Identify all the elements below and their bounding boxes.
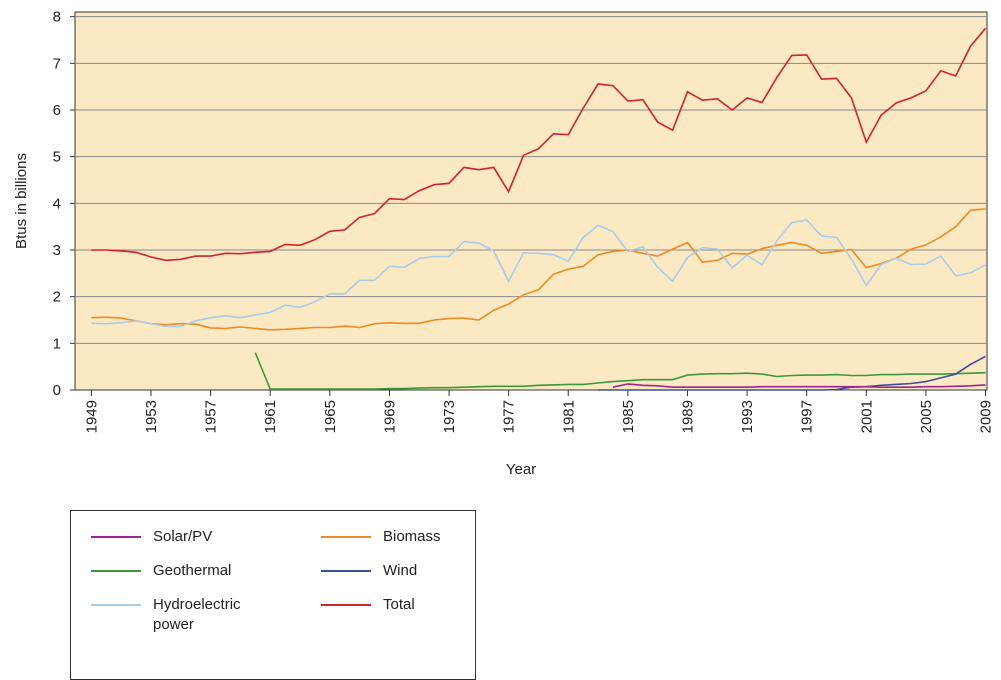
legend-swatch (91, 536, 141, 538)
legend-swatch (321, 536, 371, 538)
y-tick-label: 4 (53, 195, 61, 212)
x-tick-label: 1961 (262, 400, 279, 433)
x-tick-label: 1981 (560, 400, 577, 433)
x-tick-label: 1977 (501, 400, 518, 433)
legend-swatch (91, 570, 141, 572)
x-tick-label: 2005 (918, 400, 935, 433)
series-line (612, 383, 986, 388)
legend-item: Solar/PV (91, 527, 321, 547)
y-tick-label: 7 (53, 55, 61, 72)
series-line (598, 355, 986, 391)
plot-area (74, 11, 988, 391)
x-tick-label: 1973 (441, 400, 458, 433)
y-tick-label: 3 (53, 242, 61, 259)
x-tick-label: 1993 (739, 400, 756, 433)
x-tick-label: 1953 (143, 400, 160, 433)
x-tick-label: 1949 (83, 400, 100, 433)
x-tick-label: 1969 (381, 400, 398, 433)
x-tick-label: 1985 (620, 400, 637, 433)
legend-item: Geothermal (91, 561, 321, 581)
x-tick-label: 1957 (203, 400, 220, 433)
legend-label: Geothermal (153, 562, 232, 579)
x-tick-label: 1997 (799, 400, 816, 433)
legend-item: Biomass (321, 527, 491, 547)
x-tick-label: 2009 (978, 400, 995, 433)
x-axis-label: Year (506, 461, 536, 478)
y-tick-label: 6 (53, 102, 61, 119)
series-line (91, 219, 986, 328)
legend-swatch (321, 604, 371, 606)
chart: Year Btus in billions 0 1 2 3 4 5 6 7 8 1949 1953 1… (13, 9, 995, 478)
page: Year Btus in billions 0 1 2 3 4 5 6 7 8 1949 1953 1… (13, 8, 995, 680)
y-tick-label: 0 (53, 382, 61, 399)
legend-swatch (321, 570, 371, 572)
x-tick-label: 1989 (679, 400, 696, 433)
y-tick-label: 1 (53, 335, 61, 352)
legend: Solar/PV Biomass Geothermal Wind Hydroelectr… (70, 510, 476, 680)
legend-label: Biomass (383, 528, 441, 545)
legend-item: Hydroelectric power (91, 595, 321, 635)
legend-swatch (91, 604, 141, 606)
legend-label: Total (383, 596, 415, 613)
x-tick-label: 2001 (858, 400, 875, 433)
series-line (91, 208, 986, 331)
x-tick-label: 1965 (322, 400, 339, 433)
legend-label: Hydroelectric power (153, 596, 241, 633)
legend-label: Wind (383, 562, 418, 579)
series-line (254, 352, 986, 390)
legend-item: Wind (321, 561, 491, 581)
y-tick-label: 8 (53, 9, 61, 26)
legend-item: Total (321, 595, 491, 635)
y-axis-label: Btus in billions (13, 153, 30, 249)
series-line (91, 27, 987, 262)
y-tick-label: 2 (53, 289, 61, 306)
legend-label: Solar/PV (153, 528, 213, 545)
y-tick-label: 5 (53, 149, 61, 166)
